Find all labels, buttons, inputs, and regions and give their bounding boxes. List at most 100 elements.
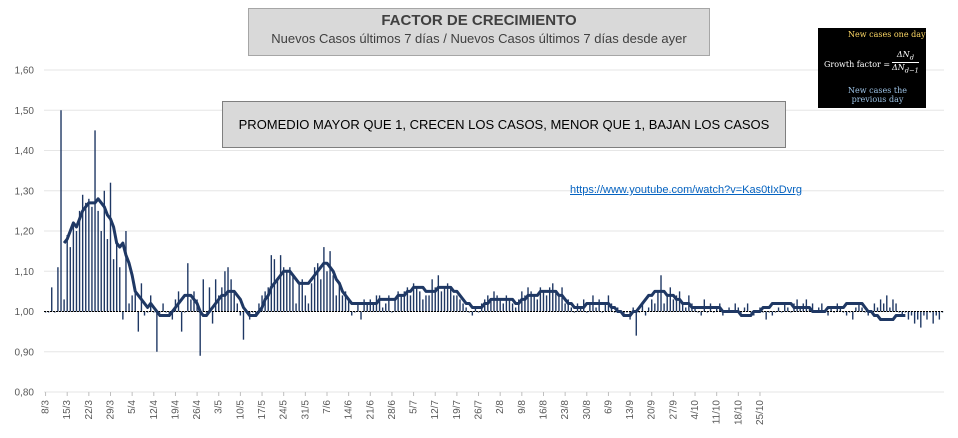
bar — [190, 299, 192, 312]
bar — [221, 287, 223, 312]
bar — [663, 303, 665, 312]
bar — [935, 311, 937, 316]
x-tick-label: 15/3 — [62, 400, 73, 420]
bar — [784, 303, 786, 312]
bar — [428, 295, 430, 312]
bar — [338, 283, 341, 312]
bar — [351, 311, 353, 316]
bar — [657, 291, 659, 312]
y-tick-label: 0,90 — [15, 347, 35, 358]
bar — [533, 295, 535, 312]
bar — [477, 311, 480, 313]
x-tick-label: 24/5 — [279, 400, 290, 420]
bar — [879, 299, 882, 312]
x-tick-label: 4/10 — [690, 400, 701, 420]
bar — [112, 259, 115, 312]
bar — [69, 247, 71, 312]
bar — [490, 299, 492, 312]
x-tick-label: 26/4 — [192, 400, 203, 420]
bar — [570, 307, 573, 312]
bar — [471, 311, 474, 316]
bar — [134, 291, 136, 312]
bar — [681, 303, 684, 312]
bar — [892, 299, 894, 312]
x-tick-label: 8/3 — [41, 400, 52, 414]
bar — [199, 311, 201, 356]
bar — [938, 311, 941, 320]
title-box: FACTOR DE CRECIMIENTO Nuevos Casos últim… — [248, 8, 710, 56]
bar — [233, 291, 235, 312]
x-tick-label: 23/8 — [560, 400, 571, 420]
x-tick-label: 19/4 — [170, 400, 181, 420]
bar — [685, 307, 687, 312]
bar — [60, 110, 62, 312]
bar — [459, 299, 461, 312]
bar — [660, 275, 662, 312]
bar — [858, 303, 860, 312]
bar — [75, 231, 78, 312]
bar — [654, 303, 656, 312]
bar — [545, 295, 548, 312]
bar — [746, 303, 749, 312]
bar — [446, 283, 449, 312]
bar — [910, 311, 913, 316]
bar — [391, 311, 393, 313]
bar — [236, 303, 238, 312]
bar — [855, 307, 857, 312]
bar — [143, 311, 146, 316]
bar — [208, 287, 211, 312]
bar — [827, 311, 829, 316]
bar — [119, 267, 121, 312]
bar — [728, 307, 730, 312]
bar — [115, 243, 118, 312]
bar — [867, 311, 869, 316]
bar — [419, 291, 421, 312]
bar — [412, 283, 415, 312]
bar — [845, 311, 848, 316]
bar — [307, 303, 310, 312]
formula-bottom-label: New cases the previous day — [848, 86, 907, 104]
bar — [774, 311, 777, 313]
youtube-link[interactable]: https://www.youtube.com/watch?v=Kas0tIxD… — [570, 184, 803, 196]
bar — [647, 307, 650, 312]
y-tick-label: 0,80 — [15, 388, 35, 399]
x-tick-label: 25/10 — [755, 400, 766, 425]
y-tick-label: 1,20 — [15, 227, 35, 238]
bar — [548, 287, 551, 312]
bar — [385, 303, 387, 312]
x-tick-label: 26/7 — [474, 400, 485, 420]
bar — [347, 299, 350, 312]
x-tick-label: 16/8 — [538, 400, 549, 420]
bar — [227, 267, 229, 312]
bar — [202, 279, 204, 312]
bar — [768, 311, 770, 313]
bar — [474, 307, 477, 312]
bar — [415, 287, 418, 312]
bar — [790, 311, 792, 313]
bar — [876, 307, 879, 312]
bar — [239, 311, 242, 316]
bar — [595, 307, 597, 312]
bar — [734, 303, 736, 312]
x-tick-label: 14/6 — [344, 400, 355, 420]
bar — [901, 311, 903, 316]
bar — [586, 311, 588, 313]
bar — [211, 311, 214, 324]
bar — [267, 287, 269, 312]
bar — [737, 307, 740, 312]
bar — [440, 291, 443, 312]
x-tick-label: 30/8 — [582, 400, 593, 420]
bar — [514, 307, 517, 312]
bar — [304, 295, 307, 312]
bar — [425, 295, 427, 312]
bar — [700, 311, 702, 316]
x-tick-label: 12/4 — [149, 400, 160, 420]
bar — [508, 299, 511, 312]
bar — [536, 299, 538, 312]
bar — [106, 239, 109, 312]
bar — [156, 311, 158, 352]
bar — [542, 291, 545, 312]
bar — [313, 267, 316, 312]
x-tick-label: 17/5 — [257, 400, 268, 420]
